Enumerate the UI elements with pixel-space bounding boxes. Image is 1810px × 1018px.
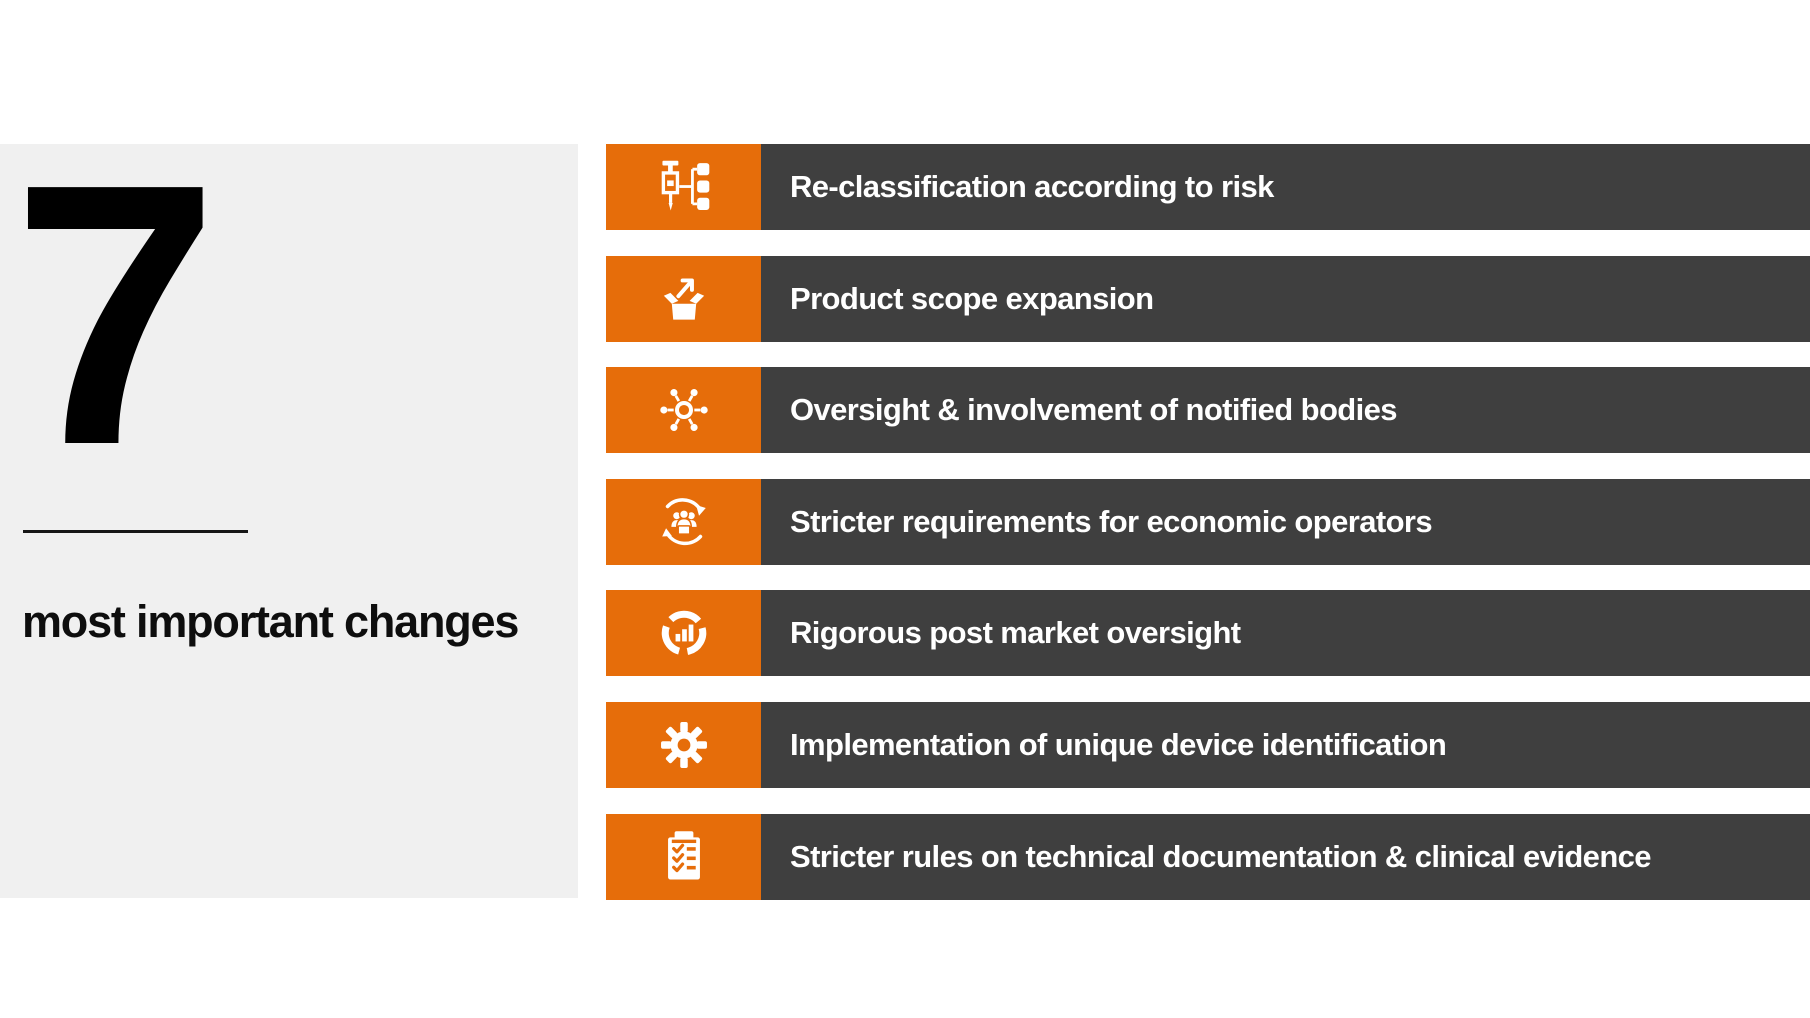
- changes-list: Re-classification according to risk: [606, 144, 1810, 900]
- change-label: Implementation of unique device identifi…: [790, 726, 1447, 762]
- change-row-2: Product scope expansion: [606, 255, 1810, 342]
- icon-tile: [606, 478, 761, 565]
- change-label: Rigorous post market oversight: [790, 615, 1241, 651]
- big-number: 7: [12, 106, 219, 522]
- gear-icon: [660, 722, 707, 768]
- change-label: Stricter rules on technical documentatio…: [790, 838, 1652, 874]
- label-bar: Stricter requirements for economic opera…: [761, 478, 1810, 565]
- icon-tile: [606, 367, 761, 454]
- label-bar: Re-classification according to risk: [761, 144, 1810, 230]
- icon-tile: [606, 590, 761, 677]
- change-row-4: Stricter requirements for economic opera…: [606, 478, 1810, 565]
- change-row-3: Oversight & involvement of notified bodi…: [606, 367, 1810, 454]
- icon-tile: [606, 255, 761, 342]
- box-expand-arrow-icon: [663, 278, 704, 320]
- change-row-7: Stricter rules on technical documentatio…: [606, 813, 1810, 900]
- syringe-hierarchy-icon: [661, 160, 709, 211]
- change-row-5: Rigorous post market oversight: [606, 590, 1810, 677]
- donut-chart-icon: [661, 611, 706, 656]
- label-bar: Implementation of unique device identifi…: [761, 701, 1810, 788]
- change-label: Product scope expansion: [790, 280, 1154, 316]
- checklist-clipboard-icon: [667, 830, 700, 880]
- label-bar: Stricter rules on technical documentatio…: [761, 813, 1810, 900]
- change-label: Stricter requirements for economic opera…: [790, 503, 1433, 539]
- people-cycle-icon: [661, 498, 706, 545]
- label-bar: Product scope expansion: [761, 255, 1810, 342]
- icon-tile: [606, 144, 761, 230]
- label-bar: Rigorous post market oversight: [761, 590, 1810, 677]
- change-row-6: Implementation of unique device identifi…: [606, 701, 1810, 788]
- change-label: Oversight & involvement of notified bodi…: [790, 392, 1398, 428]
- change-row-1: Re-classification according to risk: [606, 144, 1810, 230]
- icon-tile: [606, 701, 761, 788]
- network-hub-icon: [659, 389, 708, 432]
- icon-tile: [606, 813, 761, 900]
- panel-caption: most important changes: [22, 596, 519, 647]
- summary-panel: 7 most important changes: [0, 128, 578, 898]
- label-bar: Oversight & involvement of notified bodi…: [761, 367, 1810, 454]
- divider-line: [23, 530, 248, 533]
- change-label: Re-classification according to risk: [790, 169, 1274, 204]
